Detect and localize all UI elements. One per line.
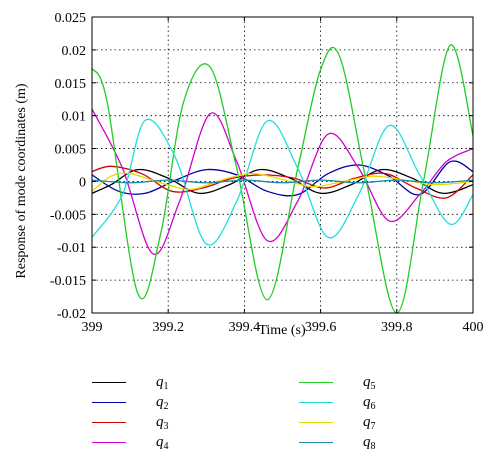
legend-label: q5 <box>363 373 376 396</box>
legend-label-subscript: 1 <box>163 381 169 392</box>
legend-label-name: q <box>363 434 371 450</box>
legend-item-q6: q6 <box>299 393 499 412</box>
legend-label-name: q <box>363 394 371 410</box>
x-tick-label: 399.6 <box>305 320 337 335</box>
legend-swatch <box>299 422 333 423</box>
y-tick-label: -0.02 <box>57 307 86 322</box>
y-tick-label: 0.005 <box>55 143 87 158</box>
x-tick-label: 399 <box>82 320 103 335</box>
legend-label: q1 <box>156 373 169 396</box>
x-tick-label: 399.8 <box>381 320 413 335</box>
legend-swatch <box>92 442 126 443</box>
mode-response-chart: 399 399.2 399.4 399.6 399.8 400 -0.02 -0.015 -0.… <box>14 11 484 338</box>
legend-label-subscript: 6 <box>370 401 376 412</box>
legend-label-subscript: 8 <box>370 441 376 452</box>
series-line-q8 <box>92 179 473 184</box>
legend-label: q4 <box>156 433 169 456</box>
legend-label-subscript: 4 <box>163 441 169 452</box>
legend-item-q1: q1 <box>92 373 292 392</box>
legend-item-q3: q3 <box>92 413 292 432</box>
legend-item-q4: q4 <box>92 433 292 452</box>
y-tick-label: -0.005 <box>50 208 86 223</box>
y-tick-label: 0.015 <box>55 77 87 92</box>
legend-label: q2 <box>156 393 169 416</box>
x-tick-label: 399.4 <box>229 320 261 335</box>
legend-label-name: q <box>363 374 371 390</box>
legend-label: q6 <box>363 393 376 416</box>
legend-label: q3 <box>156 413 169 436</box>
legend-label-subscript: 5 <box>370 381 376 392</box>
legend-label: q7 <box>363 413 376 436</box>
legend-item-q2: q2 <box>92 393 292 412</box>
x-tick-label: 400 <box>463 320 484 335</box>
y-tick-label: -0.01 <box>57 241 86 256</box>
tick-labels: 399 399.2 399.4 399.6 399.8 400 -0.02 -0.015 -0.… <box>50 11 484 335</box>
legend-swatch <box>299 442 333 443</box>
legend-label-subscript: 2 <box>163 401 169 412</box>
legend-label-subscript: 7 <box>370 421 376 432</box>
legend-label: q8 <box>363 433 376 456</box>
x-tick-label: 399.2 <box>152 320 184 335</box>
legend-item-q8: q8 <box>299 433 499 452</box>
y-tick-label: 0.025 <box>55 11 87 26</box>
y-tick-label: 0 <box>79 175 86 190</box>
series-line-q2 <box>92 160 473 197</box>
legend-swatch <box>299 402 333 403</box>
plot-frame <box>91 16 474 314</box>
tick-marks <box>91 16 474 314</box>
legend-swatch <box>92 382 126 383</box>
series-lines <box>92 44 473 313</box>
grid <box>92 17 473 313</box>
legend-item-q7: q7 <box>299 413 499 432</box>
y-tick-label: 0.01 <box>62 110 87 125</box>
y-tick-label: 0.02 <box>62 44 87 59</box>
series-line-q6 <box>92 118 473 246</box>
series-line-q5 <box>92 44 473 313</box>
legend-label-name: q <box>156 394 164 410</box>
series-line-q1 <box>92 168 473 195</box>
legend-label-subscript: 3 <box>163 421 169 432</box>
series-line-q3 <box>92 165 473 199</box>
y-axis-label: Response of mode coordinates (m) <box>14 83 29 279</box>
legend-label-name: q <box>156 374 164 390</box>
legend: q1 q2 q3 q4 q5 q6 q7 q8 <box>92 373 500 463</box>
legend-label-name: q <box>156 414 164 430</box>
series-line-q4 <box>92 108 473 255</box>
legend-item-q5: q5 <box>299 373 499 392</box>
legend-label-name: q <box>156 434 164 450</box>
legend-swatch <box>299 382 333 383</box>
x-axis-label: Time (s) <box>258 323 306 338</box>
legend-swatch <box>92 402 126 403</box>
legend-label-name: q <box>363 414 371 430</box>
legend-swatch <box>92 422 126 423</box>
y-tick-label: -0.015 <box>50 274 86 289</box>
